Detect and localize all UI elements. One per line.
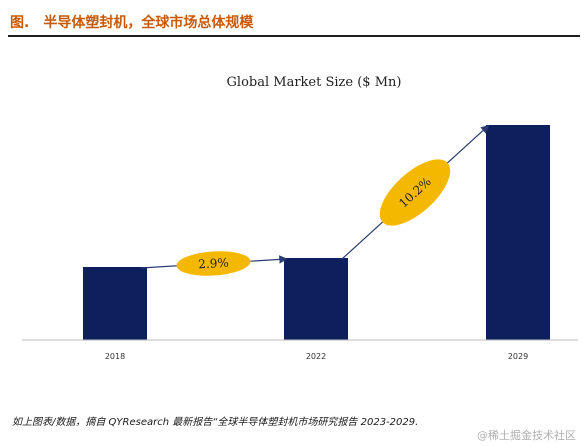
figure-title: 半导体塑封机，全球市场总体规模 [43, 15, 254, 31]
x-tick-label-2029: 2029 [508, 352, 528, 361]
growth-bubble-shape [176, 251, 251, 276]
figure-label: 图. [10, 15, 30, 31]
figure-header: 图. 半导体塑封机，全球市场总体规模 [10, 10, 253, 34]
bars-group [83, 125, 550, 340]
x-tick-label-2018: 2018 [105, 352, 125, 361]
x-tick-labels: 2018 2022 2029 [105, 352, 528, 361]
x-tick-label-2022: 2022 [306, 352, 326, 361]
bar-2018 [83, 267, 147, 340]
growth-bubble-2022-2029: 10.2% [379, 159, 451, 226]
bar-2029 [486, 125, 550, 340]
growth-bubble-shape [379, 159, 451, 226]
header-divider [8, 35, 580, 37]
growth-arrows: 2.9% 10.2% [140, 124, 490, 276]
chart-title: Global Market Size ($ Mn) [227, 75, 402, 90]
watermark: @稀土掘金技术社区 [477, 429, 576, 442]
growth-rate-label: 2.9% [198, 256, 229, 272]
source-note: 如上图表/数据，摘自 QYResearch 最新报告“全球半导体塑封机市场研究报… [12, 417, 419, 428]
growth-bubble-2018-2022: 2.9% [176, 251, 251, 276]
bar-2022 [284, 258, 348, 340]
